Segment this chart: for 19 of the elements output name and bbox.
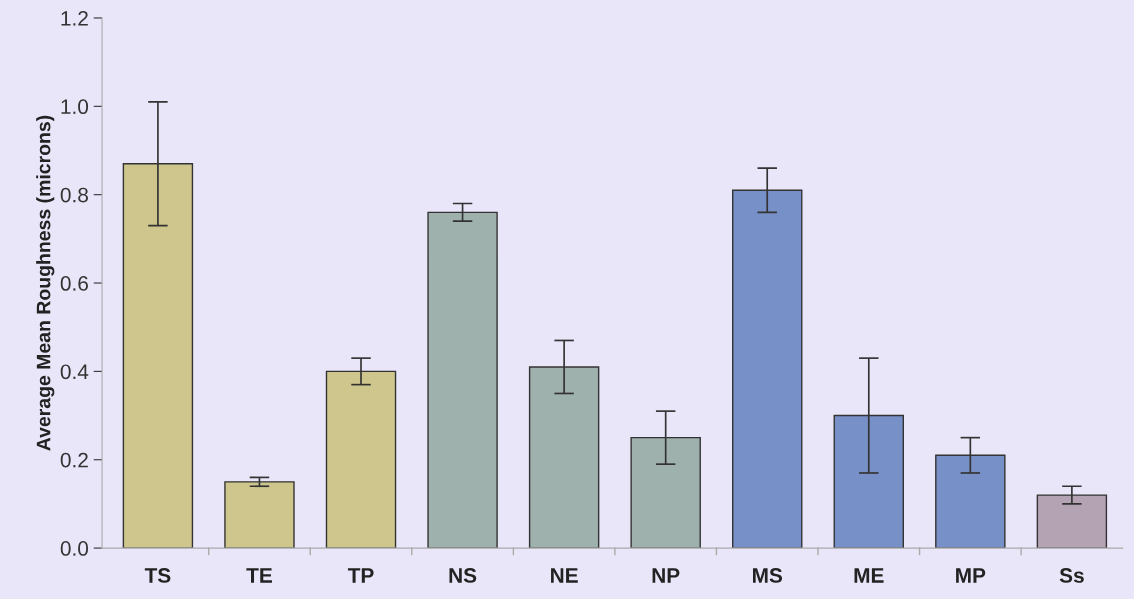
x-tick-label: TE [246,568,272,583]
y-tick-label: 0.6 [60,276,88,291]
x-tick-label: TS [144,568,171,583]
y-tick-label: 0.8 [60,187,88,203]
x-tick-label: NP [652,568,680,583]
x-tick-label: TP [347,568,374,583]
y-tick-label: 0.2 [60,452,88,468]
x-tick-label: MP [956,568,986,583]
x-tick-label: MS [753,568,783,583]
x-tick-label: NE [551,568,578,583]
x-tick-label: NS [449,568,477,583]
text: 0.0 [60,541,89,556]
y-axis-title: Average Mean Roughness (microns) [36,115,55,451]
y-tick-label: 1.2 [61,10,88,26]
text: 1.0 [61,99,89,115]
y-tick-label: 0.4 [60,364,89,380]
x-tick-label: ME [854,568,884,583]
bar [224,481,295,549]
x-tick-label: Ss [1059,568,1084,583]
